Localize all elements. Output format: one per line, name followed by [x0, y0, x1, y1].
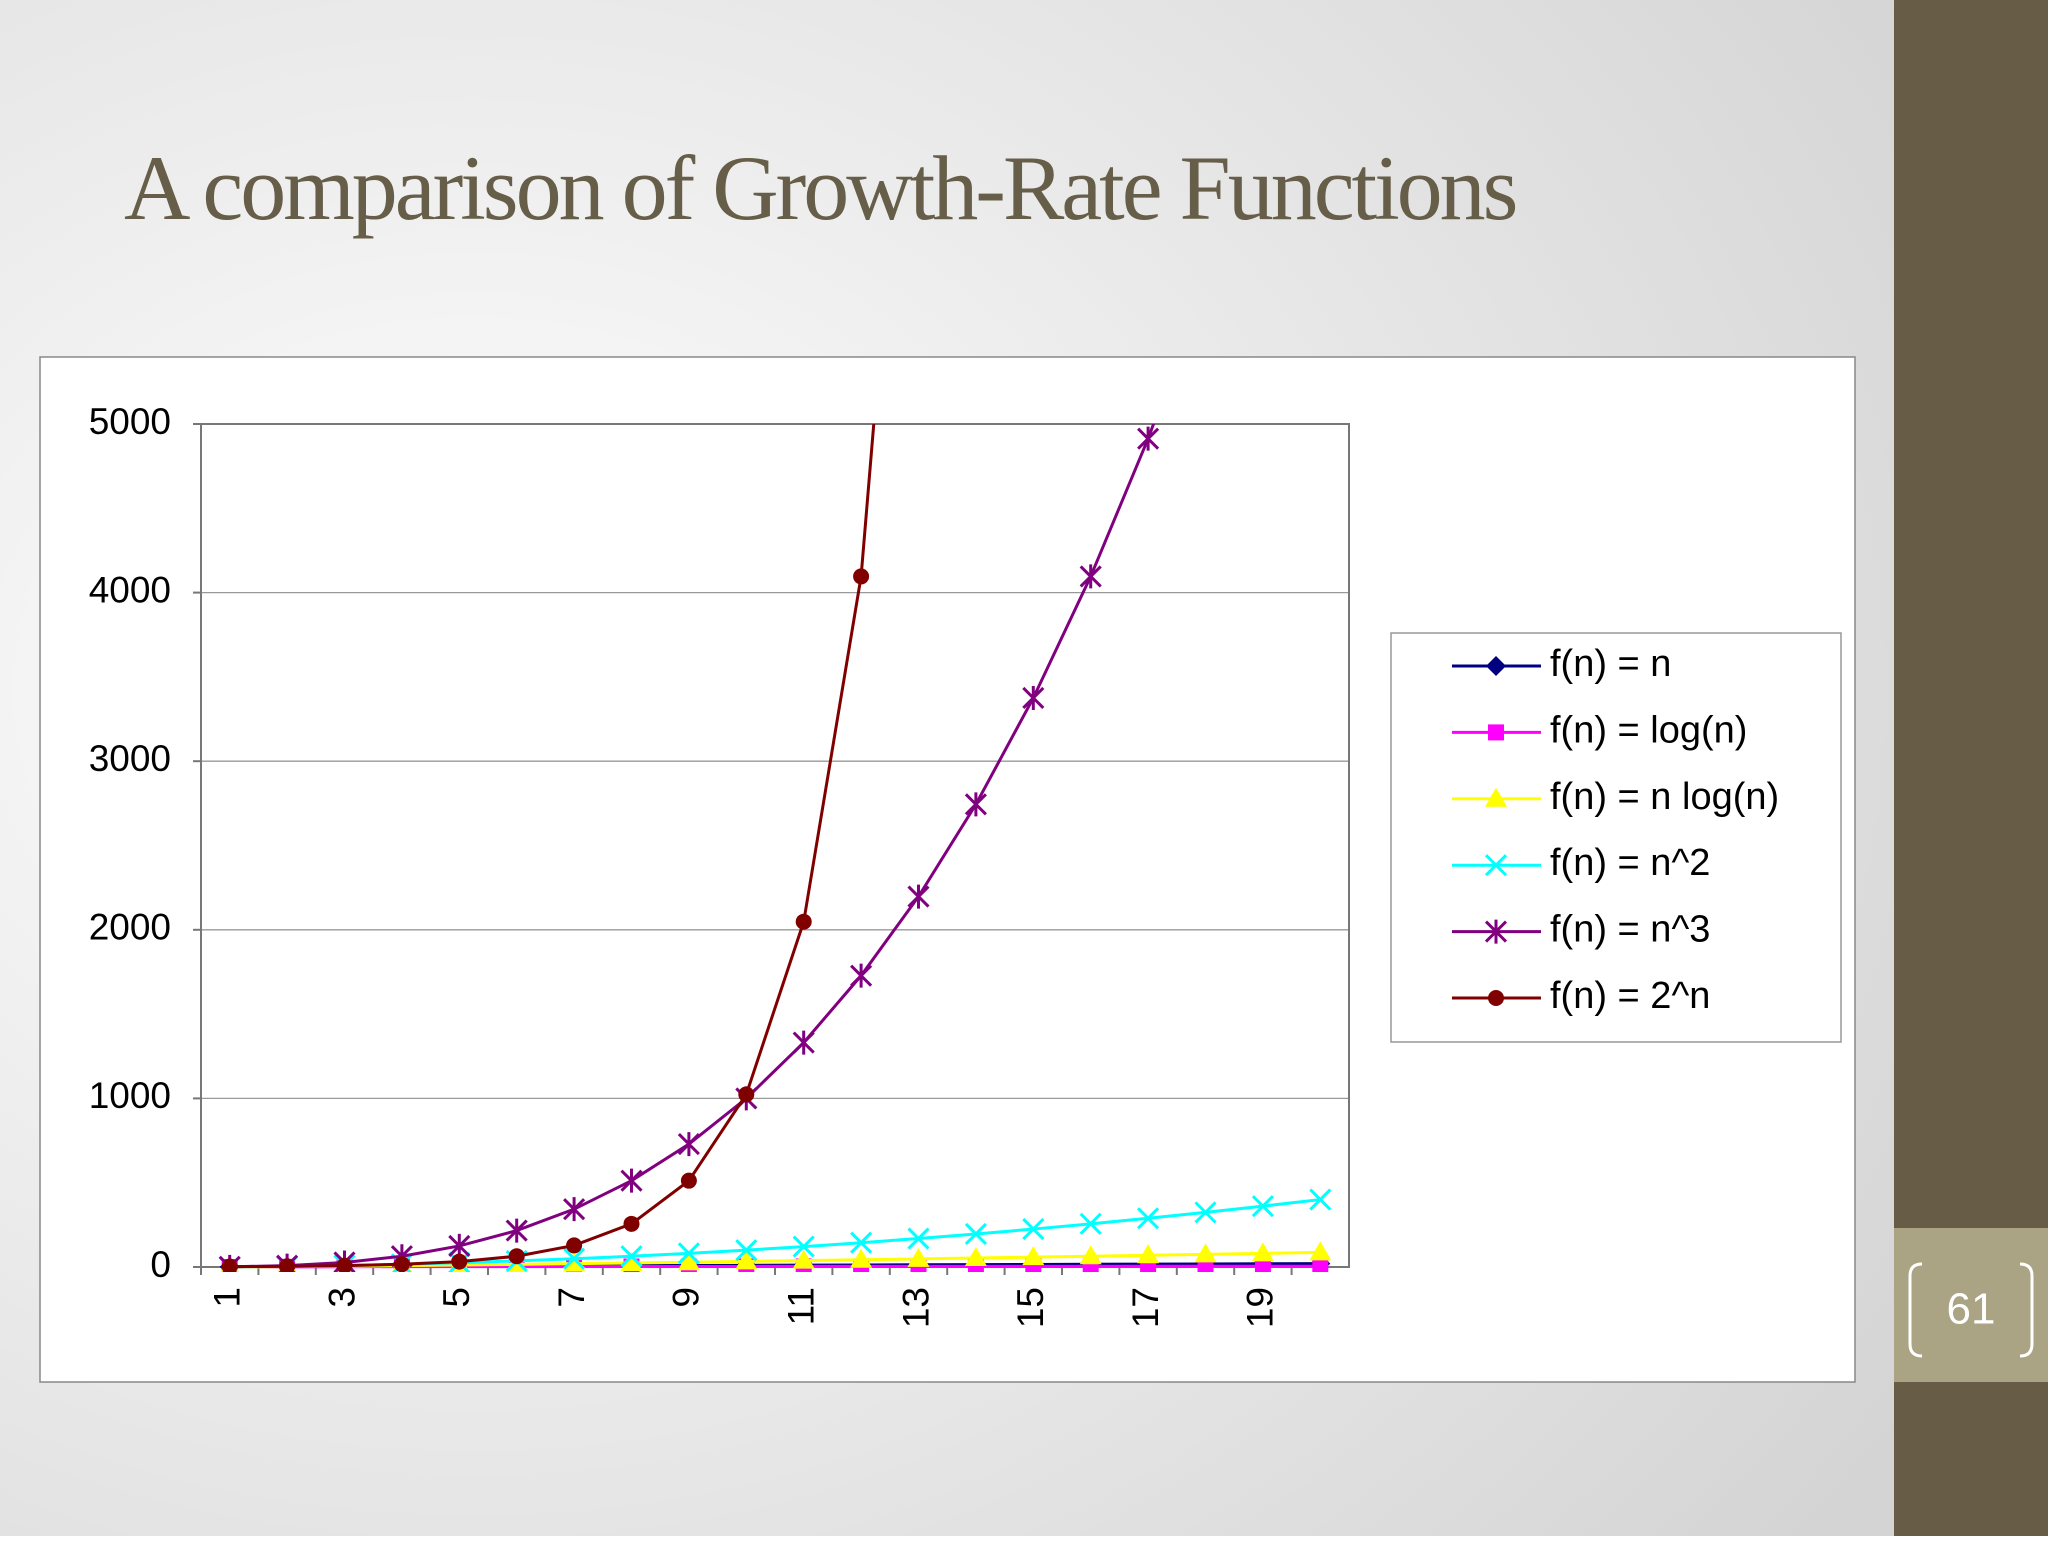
marker [964, 792, 987, 817]
legend-label: f(n) = n [1550, 643, 1671, 685]
marker [1309, 1241, 1332, 1261]
marker [620, 1251, 643, 1271]
marker [505, 1218, 528, 1243]
legend-label: f(n) = n^2 [1550, 842, 1710, 884]
marker [563, 1252, 586, 1272]
marker [451, 1253, 468, 1270]
x-tick-label: 15 [1010, 1287, 1051, 1328]
marker [1022, 685, 1045, 710]
x-tick-label: 11 [780, 1287, 821, 1325]
marker [738, 1086, 755, 1103]
marker [1022, 1246, 1045, 1266]
legend-box [1390, 632, 1842, 1043]
marker [1137, 1207, 1160, 1230]
y-tick-label: 5000 [89, 401, 171, 442]
marker [1194, 1243, 1217, 1263]
x-tick-label: 3 [321, 1287, 362, 1308]
marker [907, 1247, 930, 1267]
marker [792, 1030, 815, 1055]
marker [853, 568, 870, 585]
y-tick-label: 1000 [89, 1075, 171, 1116]
slide-number: 61 [1947, 1285, 1996, 1334]
marker [964, 1222, 987, 1246]
marker [1254, 1258, 1271, 1272]
marker [623, 1215, 640, 1232]
y-tick-label: 2000 [89, 907, 171, 948]
legend-label: f(n) = n log(n) [1550, 776, 1779, 818]
x-tick-label: 13 [895, 1287, 936, 1328]
series-line [229, 424, 876, 1269]
y-tick-label: 3000 [89, 738, 171, 779]
x-tick-label: 1 [206, 1287, 247, 1308]
marker [735, 1239, 758, 1262]
x-tick-label: 7 [551, 1287, 592, 1308]
legend-label: f(n) = 2^n [1550, 975, 1710, 1017]
x-tick-label: 19 [1240, 1287, 1281, 1328]
marker [907, 884, 930, 909]
series-group [218, 424, 1332, 1272]
y-tick-label: 4000 [89, 569, 171, 610]
marker [1484, 919, 1508, 944]
legend-label: f(n) = log(n) [1550, 709, 1747, 751]
marker [508, 1248, 525, 1265]
slide-title: A comparison of Growth-Rate Functions [124, 137, 1516, 239]
bracket [1908, 1262, 2034, 1358]
marker [677, 1242, 700, 1265]
marker [563, 1247, 586, 1270]
series-line [229, 424, 1156, 1269]
marker [1251, 1242, 1274, 1262]
marker [1484, 854, 1508, 877]
marker [1486, 656, 1506, 676]
marker [336, 1257, 353, 1272]
marker [1079, 1245, 1102, 1265]
marker [221, 1258, 238, 1272]
marker [850, 1231, 873, 1254]
marker [1079, 1212, 1102, 1235]
marker [792, 1249, 815, 1269]
marker [850, 963, 873, 988]
marker [1485, 787, 1507, 807]
marker [1309, 1188, 1332, 1211]
marker [735, 1250, 758, 1270]
marker [1194, 1201, 1217, 1224]
marker [677, 1132, 700, 1157]
marker [566, 1237, 583, 1254]
x-tick-label: 9 [666, 1287, 707, 1308]
marker [680, 1172, 697, 1189]
marker [563, 1197, 586, 1222]
marker [620, 1168, 643, 1193]
marker [1022, 1217, 1045, 1241]
marker [964, 1247, 987, 1267]
marker [1137, 426, 1160, 451]
y-tick-label: 0 [150, 1244, 171, 1285]
marker [1079, 564, 1102, 589]
marker [907, 1227, 930, 1250]
marker [1488, 990, 1504, 1006]
marker [1137, 1244, 1160, 1264]
marker [792, 1235, 815, 1258]
legend-label: f(n) = n^3 [1550, 909, 1710, 951]
marker [279, 1258, 296, 1272]
marker [1488, 724, 1504, 741]
marker [850, 1248, 873, 1268]
x-tick-label: 5 [436, 1287, 477, 1308]
marker [795, 913, 812, 930]
marker [620, 1245, 643, 1268]
x-tick-label: 17 [1125, 1287, 1166, 1328]
marker [1312, 1258, 1329, 1272]
marker [677, 1251, 700, 1271]
marker [1251, 1195, 1274, 1218]
marker [393, 1256, 410, 1272]
